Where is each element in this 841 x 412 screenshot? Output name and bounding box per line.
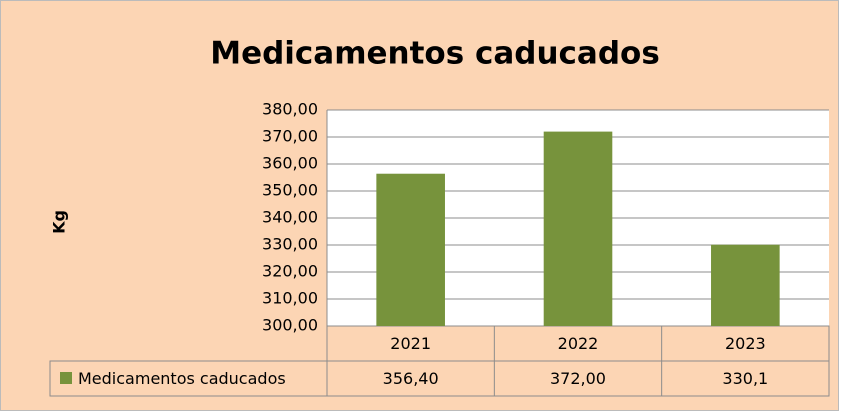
y-tick-label: 310,00 bbox=[262, 289, 318, 308]
table-cell bbox=[49, 360, 830, 397]
y-axis-label: Kg bbox=[50, 210, 69, 234]
y-tick-label: 350,00 bbox=[262, 181, 318, 200]
legend-key bbox=[60, 372, 72, 384]
legend-label: Medicamentos caducados bbox=[78, 369, 286, 388]
bar bbox=[711, 244, 780, 326]
y-tick-label: 370,00 bbox=[262, 127, 318, 146]
data-label: 356,40 bbox=[383, 369, 439, 388]
y-tick-label: 320,00 bbox=[262, 262, 318, 281]
y-tick-label: 380,00 bbox=[262, 100, 318, 119]
chart-title: Medicamentos caducados bbox=[210, 36, 660, 72]
x-tick-label: 2023 bbox=[725, 334, 766, 353]
y-tick-label: 360,00 bbox=[262, 154, 318, 173]
bar bbox=[376, 173, 445, 326]
y-tick-label: 330,00 bbox=[262, 235, 318, 254]
data-label: 330,1 bbox=[722, 369, 768, 388]
data-label: 372,00 bbox=[550, 369, 606, 388]
y-tick-label: 340,00 bbox=[262, 208, 318, 227]
x-tick-label: 2021 bbox=[390, 334, 431, 353]
y-tick-label: 300,00 bbox=[262, 316, 318, 335]
x-tick-label: 2022 bbox=[558, 334, 599, 353]
bar bbox=[543, 131, 613, 326]
